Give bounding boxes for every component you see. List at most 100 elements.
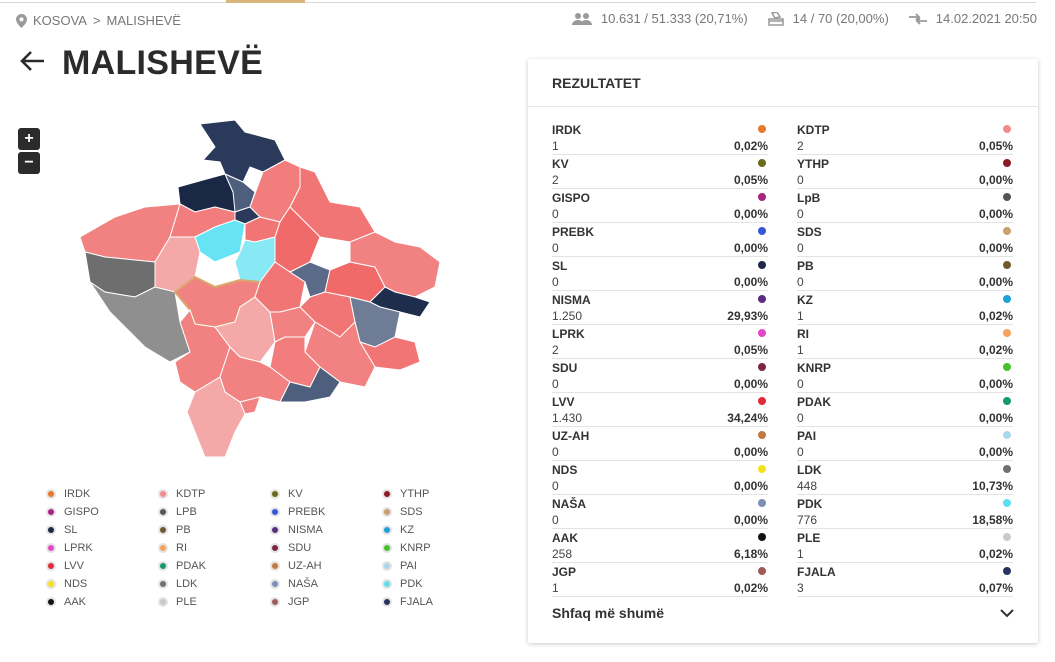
party-votes: 1: [552, 139, 559, 153]
party-color-dot: [1003, 125, 1011, 133]
map-region-viti[interactable]: [358, 336, 421, 371]
legend-color-dot: [270, 597, 280, 607]
legend-color-dot: [158, 507, 168, 517]
legend-item[interactable]: PDK: [382, 578, 494, 590]
party-percentage: 0,00%: [733, 445, 768, 459]
result-row: PLE 1 0,02%: [797, 529, 1013, 563]
legend-label: SDS: [400, 506, 423, 518]
map-region-leposaviq[interactable]: [199, 119, 286, 183]
map-region-decan[interactable]: [89, 281, 191, 363]
legend-item[interactable]: GISPO: [46, 506, 158, 518]
legend-label: SL: [64, 524, 78, 536]
map-region-dragash[interactable]: [186, 376, 246, 458]
updated-stat: 14.02.2021 20:50: [908, 11, 1037, 26]
legend-item[interactable]: KZ: [382, 524, 494, 536]
legend-label: PLE: [176, 596, 197, 608]
legend-item[interactable]: KV: [270, 488, 382, 500]
party-votes: 1: [797, 309, 804, 323]
legend-item[interactable]: UZ-AH: [270, 560, 382, 572]
legend-item[interactable]: KDTP: [158, 488, 270, 500]
legend-item[interactable]: PB: [158, 524, 270, 536]
legend-color-dot: [46, 525, 56, 535]
breadcrumb-country[interactable]: KOSOVA: [33, 13, 87, 28]
legend-label: KDTP: [176, 488, 206, 500]
zoom-in-button[interactable]: +: [18, 128, 40, 150]
legend-item[interactable]: PLE: [158, 596, 270, 608]
legend-item[interactable]: LDK: [158, 578, 270, 590]
results-panel-title: REZULTATET: [528, 59, 1038, 107]
party-name: AAK: [552, 531, 578, 545]
party-votes: 0: [552, 207, 559, 221]
legend-item[interactable]: PREBK: [270, 506, 382, 518]
result-row: PAI 0 0,00%: [797, 427, 1013, 461]
voters-value: 10.631 / 51.333 (20,71%): [600, 11, 748, 26]
legend: IRDK KDTP KV YTHP GISPO LPB PREBK SDS SL PB NISMA K…: [46, 488, 494, 608]
party-percentage: 0,00%: [733, 479, 768, 493]
legend-item[interactable]: KNRP: [382, 542, 494, 554]
legend-item[interactable]: LPRK: [46, 542, 158, 554]
map-region-drenas[interactable]: [194, 219, 246, 263]
breadcrumb: KOSOVA > MALISHEVË: [16, 13, 181, 28]
legend-item[interactable]: FJALA: [382, 596, 494, 608]
party-votes: 2: [552, 343, 559, 357]
party-color-dot: [1003, 363, 1011, 371]
zoom-out-button[interactable]: −: [18, 152, 40, 174]
legend-item[interactable]: PDAK: [158, 560, 270, 572]
party-name: LpB: [797, 191, 821, 205]
party-color-dot: [1003, 465, 1011, 473]
legend-item[interactable]: LPB: [158, 506, 270, 518]
party-name: JGP: [552, 565, 577, 579]
legend-item[interactable]: NDS: [46, 578, 158, 590]
legend-item[interactable]: JGP: [270, 596, 382, 608]
result-row: NAŠA 0 0,00%: [552, 495, 768, 529]
kosovo-map[interactable]: [75, 112, 455, 462]
legend-color-dot: [270, 561, 280, 571]
party-color-dot: [758, 397, 766, 405]
legend-item[interactable]: NISMA: [270, 524, 382, 536]
legend-label: LPB: [176, 506, 197, 518]
result-row: LpB 0 0,00%: [797, 189, 1013, 223]
party-votes: 1.430: [552, 411, 583, 425]
legend-label: PDAK: [176, 560, 206, 572]
legend-item[interactable]: IRDK: [46, 488, 158, 500]
party-color-dot: [758, 465, 766, 473]
result-row: LVV 1.430 34,24%: [552, 393, 768, 427]
party-votes: 1.250: [552, 309, 583, 323]
legend-item[interactable]: AAK: [46, 596, 158, 608]
legend-item[interactable]: YTHP: [382, 488, 494, 500]
map-region-shterpce[interactable]: [279, 366, 341, 403]
stations-value: 14 / 70 (20,00%): [792, 11, 889, 26]
party-percentage: 0,00%: [733, 377, 768, 391]
legend-item[interactable]: SDU: [270, 542, 382, 554]
party-votes: 0: [797, 411, 804, 425]
party-votes: 3: [797, 581, 804, 595]
party-name: KDTP: [797, 123, 830, 137]
legend-color-dot: [46, 543, 56, 553]
legend-item[interactable]: PAI: [382, 560, 494, 572]
legend-color-dot: [46, 489, 56, 499]
legend-item[interactable]: RI: [158, 542, 270, 554]
results-grid: IRDK 1 0,02% KDTP 2 0,05% KV 2 0,05% YTHP 0 0,00% GI…: [552, 121, 1013, 597]
back-button[interactable]: [18, 50, 46, 78]
party-name: KNRP: [797, 361, 832, 375]
stats-bar: 10.631 / 51.333 (20,71%) 14 / 70 (20,00%…: [552, 11, 1037, 26]
result-row: KZ 1 0,02%: [797, 291, 1013, 325]
legend-item[interactable]: NAŠA: [270, 578, 382, 590]
show-more-button[interactable]: Shfaq më shumë: [552, 605, 1014, 621]
result-row: KV 2 0,05%: [552, 155, 768, 189]
result-row: NDS 0 0,00%: [552, 461, 768, 495]
legend-color-dot: [382, 507, 392, 517]
party-color-dot: [758, 329, 766, 337]
legend-label: GISPO: [64, 506, 99, 518]
party-percentage: 6,18%: [733, 547, 768, 561]
party-color-dot: [758, 363, 766, 371]
result-row: KNRP 0 0,00%: [797, 359, 1013, 393]
party-name: KV: [552, 157, 569, 171]
legend-color-dot: [46, 507, 56, 517]
party-votes: 2: [552, 173, 559, 187]
legend-item[interactable]: LVV: [46, 560, 158, 572]
legend-item[interactable]: SL: [46, 524, 158, 536]
party-color-dot: [1003, 431, 1011, 439]
legend-label: FJALA: [400, 596, 434, 608]
legend-item[interactable]: SDS: [382, 506, 494, 518]
